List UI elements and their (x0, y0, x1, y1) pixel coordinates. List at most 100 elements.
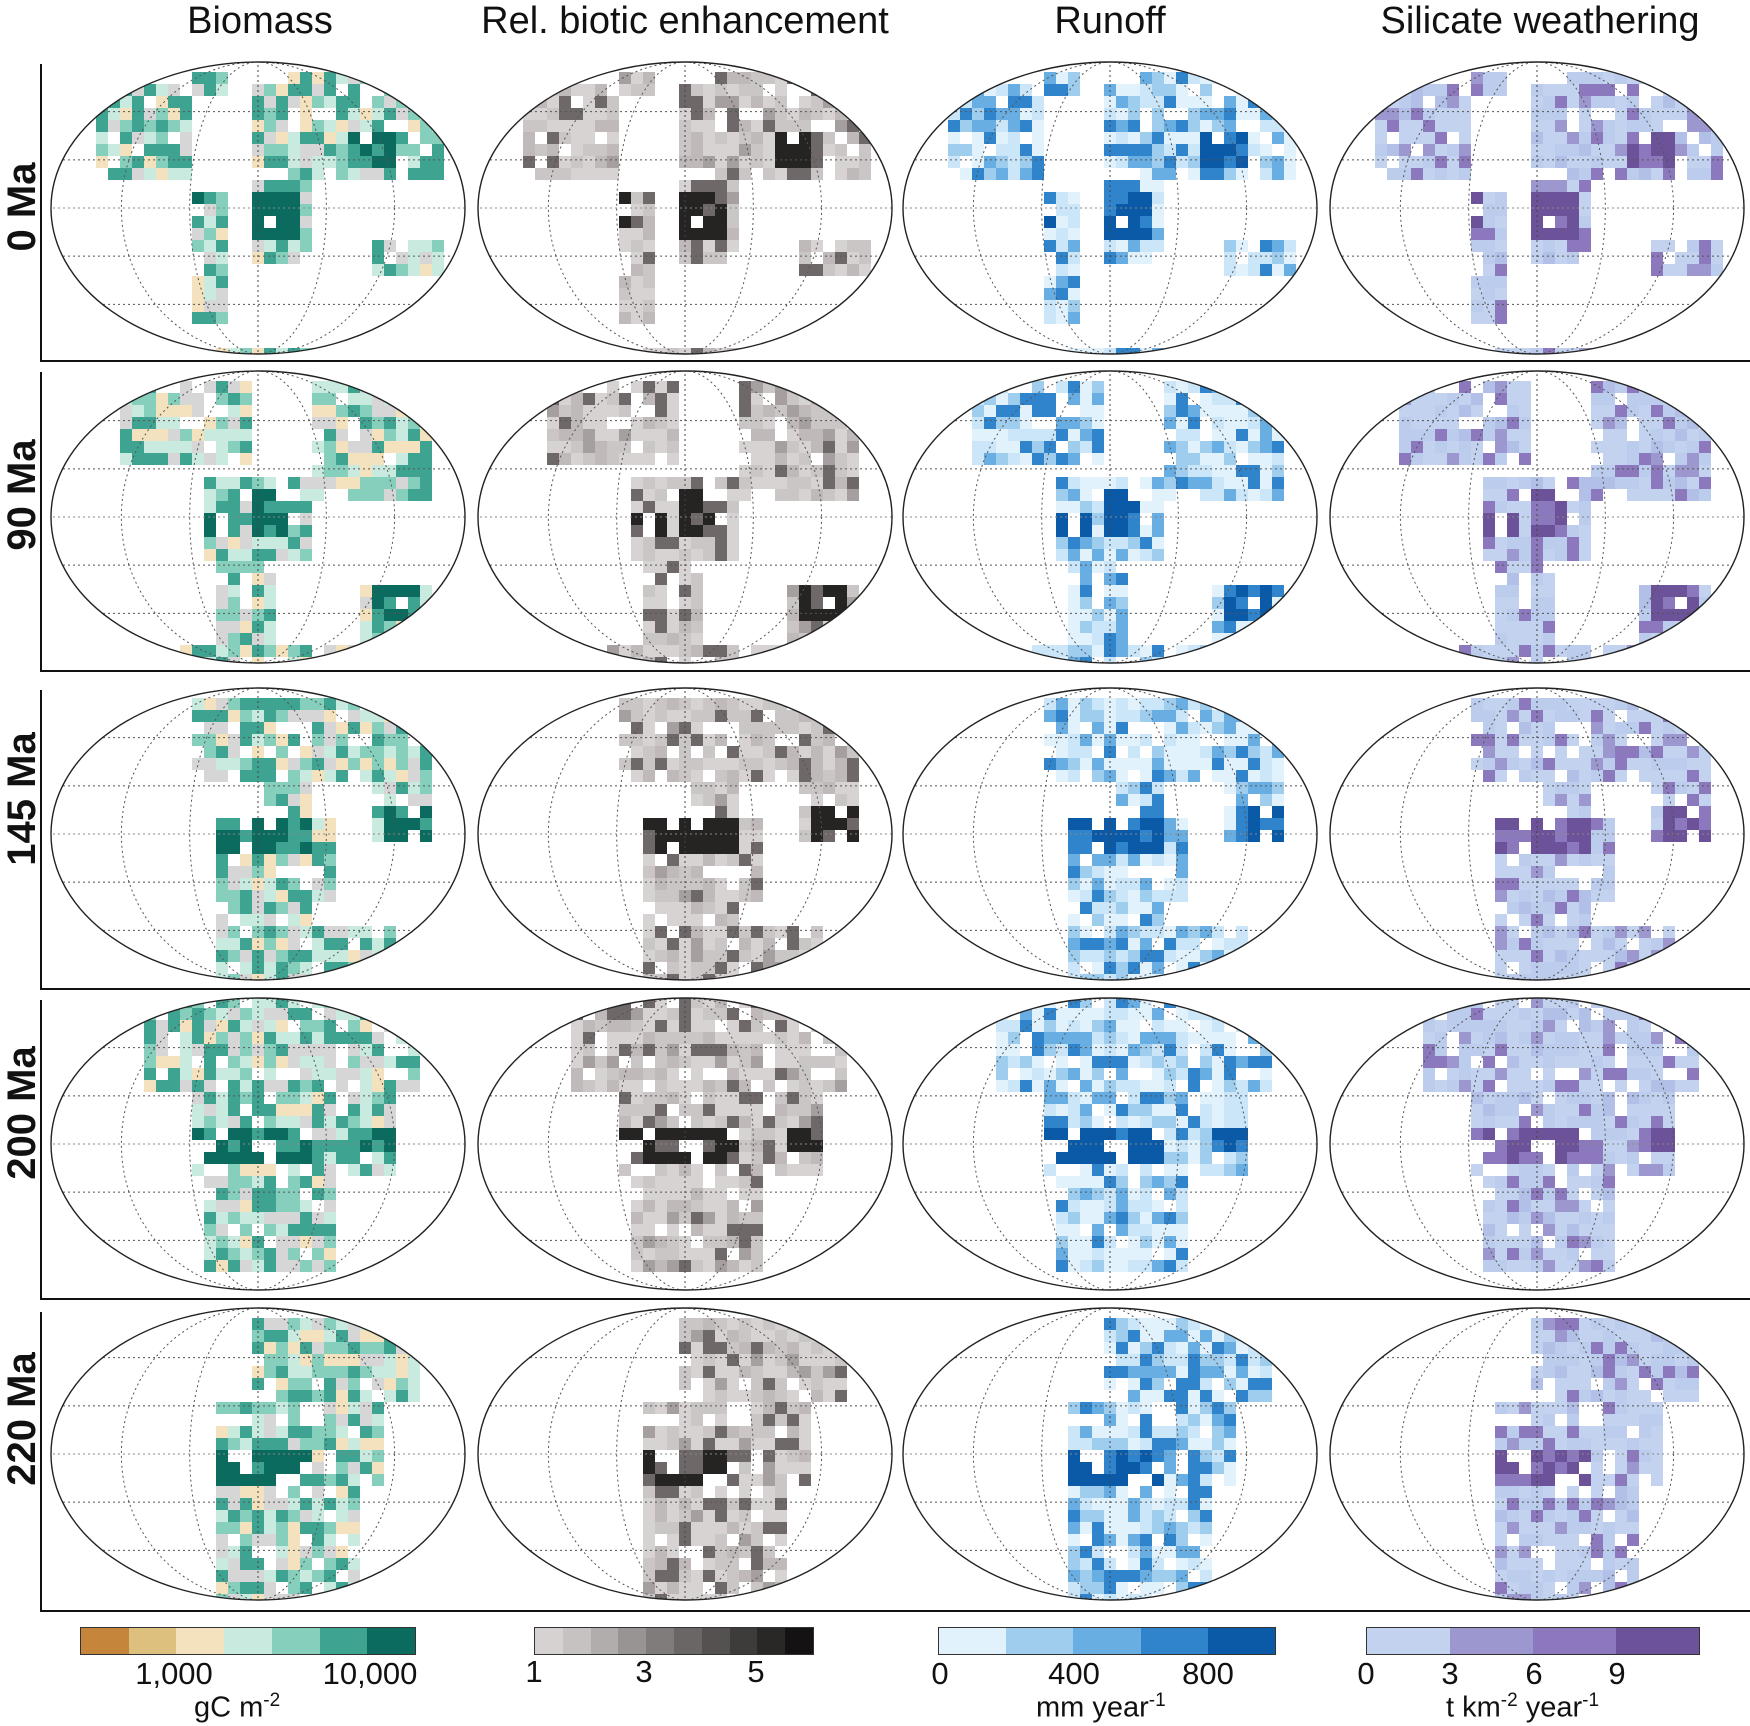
map-outline (1329, 370, 1745, 664)
column-title-biomass: Biomass (187, 0, 333, 42)
colorbar-swatch (319, 1628, 368, 1654)
colorbar-swatch (128, 1628, 177, 1654)
land-cells (1411, 998, 1699, 1272)
map-outline (477, 997, 893, 1291)
row-divider (40, 360, 1750, 362)
colorbar-enhancement (534, 1627, 814, 1655)
colorbar-tick: 3 (635, 1654, 653, 1689)
colorbar-unit: gC m-2 (194, 1690, 281, 1724)
land-cells (1399, 381, 1711, 663)
map-outline (477, 1307, 893, 1601)
land-cells (1471, 698, 1711, 980)
land-cells (1068, 1318, 1272, 1600)
row-label-200ma: 200 Ma (0, 1046, 44, 1180)
row-bracket-200ma (40, 1000, 42, 1300)
colorbar-tick: 10,000 (322, 1656, 418, 1691)
map-outline (1329, 687, 1745, 981)
row-label-145ma: 145 Ma (0, 732, 44, 866)
map-biomass-220ma (50, 1307, 466, 1601)
colorbar-swatch (1533, 1628, 1616, 1654)
map-runoff-200ma (902, 997, 1318, 1291)
colorbar-swatch (701, 1628, 730, 1654)
colorbar-swatch (562, 1628, 591, 1654)
graticule (51, 62, 465, 354)
row-bracket-0ma (40, 64, 42, 362)
land-cells (1044, 698, 1284, 980)
map-rel-biotic-enhancement-200ma (477, 997, 893, 1291)
land-cells (619, 698, 859, 980)
map-rel-biotic-enhancement-145ma (477, 687, 893, 981)
land-cells (643, 1318, 847, 1600)
land-cells (192, 698, 432, 980)
land-cells (559, 998, 847, 1272)
map-outline (50, 687, 466, 981)
colorbar-weathering (1366, 1627, 1700, 1655)
column-title-weathering: Silicate weathering (1380, 0, 1700, 42)
land-cells (132, 998, 420, 1272)
map-outline (477, 370, 893, 664)
row-label-0ma: 0 Ma (0, 162, 44, 252)
graticule (478, 371, 892, 663)
colorbar-tick: 0 (931, 1656, 949, 1691)
map-rel-biotic-enhancement-220ma (477, 1307, 893, 1601)
colorbar-tick: 1 (525, 1654, 543, 1689)
colorbar-tick: 800 (1182, 1656, 1234, 1691)
colorbar-swatch (1367, 1628, 1450, 1654)
row-bracket-90ma (40, 372, 42, 672)
map-rel-biotic-enhancement-90ma (477, 370, 893, 664)
row-bracket-145ma (40, 690, 42, 990)
map-outline (902, 997, 1318, 1291)
graticule (903, 371, 1317, 663)
colorbar-swatch (535, 1628, 563, 1654)
land-cells (96, 72, 444, 354)
map-biomass-0ma (50, 61, 466, 355)
colorbar-swatch (939, 1628, 1007, 1654)
map-runoff-220ma (902, 1307, 1318, 1601)
row-label-220ma: 220 Ma (0, 1352, 44, 1486)
colorbar-tick: 400 (1048, 1656, 1100, 1691)
land-cells (523, 72, 871, 354)
colorbar-swatch (673, 1628, 702, 1654)
map-silicate-weathering-90ma (1329, 370, 1745, 664)
graticule (51, 998, 465, 1290)
colorbar-unit: t km-2 year-1 (1446, 1690, 1600, 1724)
land-cells (948, 72, 1296, 354)
row-bracket-220ma (40, 1312, 42, 1610)
colorbar-tick: 9 (1608, 1656, 1626, 1691)
map-silicate-weathering-0ma (1329, 61, 1745, 355)
land-cells (1375, 72, 1723, 354)
graticule (51, 688, 465, 980)
colorbar-swatch (367, 1628, 416, 1654)
row-divider (40, 1610, 1750, 1612)
graticule (51, 1308, 465, 1600)
map-runoff-145ma (902, 687, 1318, 981)
graticule (1330, 688, 1744, 980)
colorbar-swatch (757, 1628, 786, 1654)
row-divider (40, 1298, 1750, 1300)
colorbar-swatch (1450, 1628, 1533, 1654)
map-outline (1329, 61, 1745, 355)
colorbar-biomass (80, 1627, 416, 1655)
map-outline (1329, 1307, 1745, 1601)
colorbar-swatch (1207, 1628, 1276, 1654)
colorbar-tick: 0 (1357, 1656, 1375, 1691)
graticule (1330, 998, 1744, 1290)
graticule (1330, 371, 1744, 663)
land-cells (216, 1318, 420, 1600)
map-runoff-0ma (902, 61, 1318, 355)
map-outline (477, 61, 893, 355)
colorbar-swatch (1616, 1628, 1699, 1654)
colorbar-tick: 6 (1525, 1656, 1543, 1691)
graticule (903, 998, 1317, 1290)
colorbar-swatch (1073, 1628, 1141, 1654)
colorbar-swatch (1006, 1628, 1074, 1654)
graticule (903, 62, 1317, 354)
graticule (51, 371, 465, 663)
graticule (903, 1308, 1317, 1600)
map-outline (902, 61, 1318, 355)
map-outline (50, 997, 466, 1291)
row-divider (40, 988, 1750, 990)
map-outline (477, 687, 893, 981)
map-silicate-weathering-220ma (1329, 1307, 1745, 1601)
colorbar-tick: 1,000 (135, 1656, 213, 1691)
